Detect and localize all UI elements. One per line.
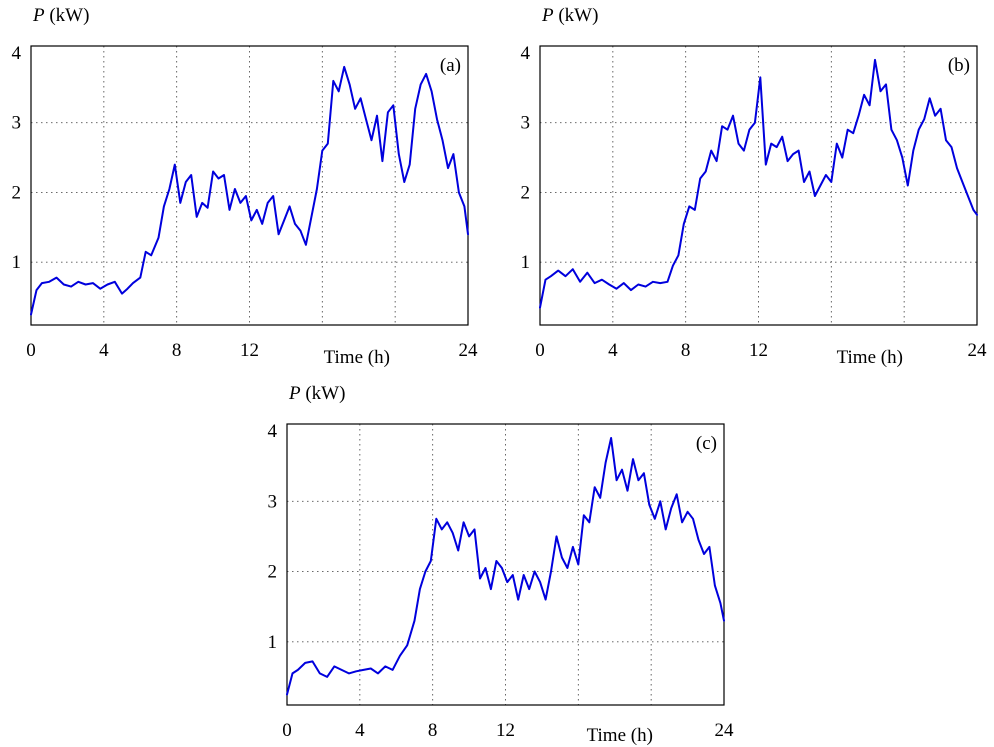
x-tick-label: 24 [459, 340, 479, 361]
y-tick-label: 1 [268, 632, 278, 653]
x-tick-label: 24 [715, 720, 735, 741]
y-tick-label: 2 [12, 182, 22, 203]
panel-label: (a) [440, 55, 461, 76]
y-axis-unit: (kW) [45, 5, 90, 26]
x-tick-label: 12 [749, 340, 768, 361]
x-axis-label: Time (h) [324, 347, 390, 368]
x-tick-label: 12 [496, 720, 515, 741]
x-tick-label: 0 [282, 720, 292, 741]
y-tick-label: 2 [521, 182, 531, 203]
y-tick-label: 2 [268, 562, 278, 583]
x-tick-label: 8 [681, 340, 691, 361]
x-tick-label: 0 [535, 340, 545, 361]
y-tick-label: 4 [12, 43, 22, 64]
x-tick-label: 4 [99, 340, 109, 361]
panel-label: (b) [948, 55, 970, 76]
series-line [539, 58, 978, 309]
y-axis-label: P (kW) [32, 5, 89, 26]
x-tick-label: 4 [608, 340, 618, 361]
y-tick-label: 1 [521, 252, 531, 273]
x-tick-label: 8 [172, 340, 182, 361]
y-tick-label: 3 [268, 491, 278, 512]
y-tick-label: 4 [268, 421, 278, 442]
plot-frame [286, 423, 725, 706]
y-axis-label: P (kW) [541, 5, 598, 26]
y-tick-label: 1 [12, 252, 22, 273]
x-tick-label: 12 [240, 340, 259, 361]
y-axis-symbol: P [541, 5, 554, 26]
x-axis-label: Time (h) [837, 347, 903, 368]
x-tick-label: 4 [355, 720, 365, 741]
x-tick-label: 0 [26, 340, 36, 361]
series-line [286, 437, 725, 696]
y-axis-symbol: P [288, 383, 301, 404]
y-tick-label: 4 [521, 43, 531, 64]
series-line [30, 65, 469, 316]
y-tick-label: 3 [521, 113, 531, 134]
y-axis-unit: (kW) [554, 5, 599, 26]
y-axis-symbol: P [32, 5, 45, 26]
panel-label: (c) [696, 433, 717, 454]
plot-frame [30, 45, 469, 326]
x-axis-label: Time (h) [587, 725, 653, 746]
plot-frame [539, 45, 978, 326]
y-axis-unit: (kW) [301, 383, 346, 404]
y-axis-label: P (kW) [288, 383, 345, 404]
x-tick-label: 8 [428, 720, 438, 741]
y-tick-label: 3 [12, 113, 22, 134]
x-tick-label: 24 [968, 340, 988, 361]
